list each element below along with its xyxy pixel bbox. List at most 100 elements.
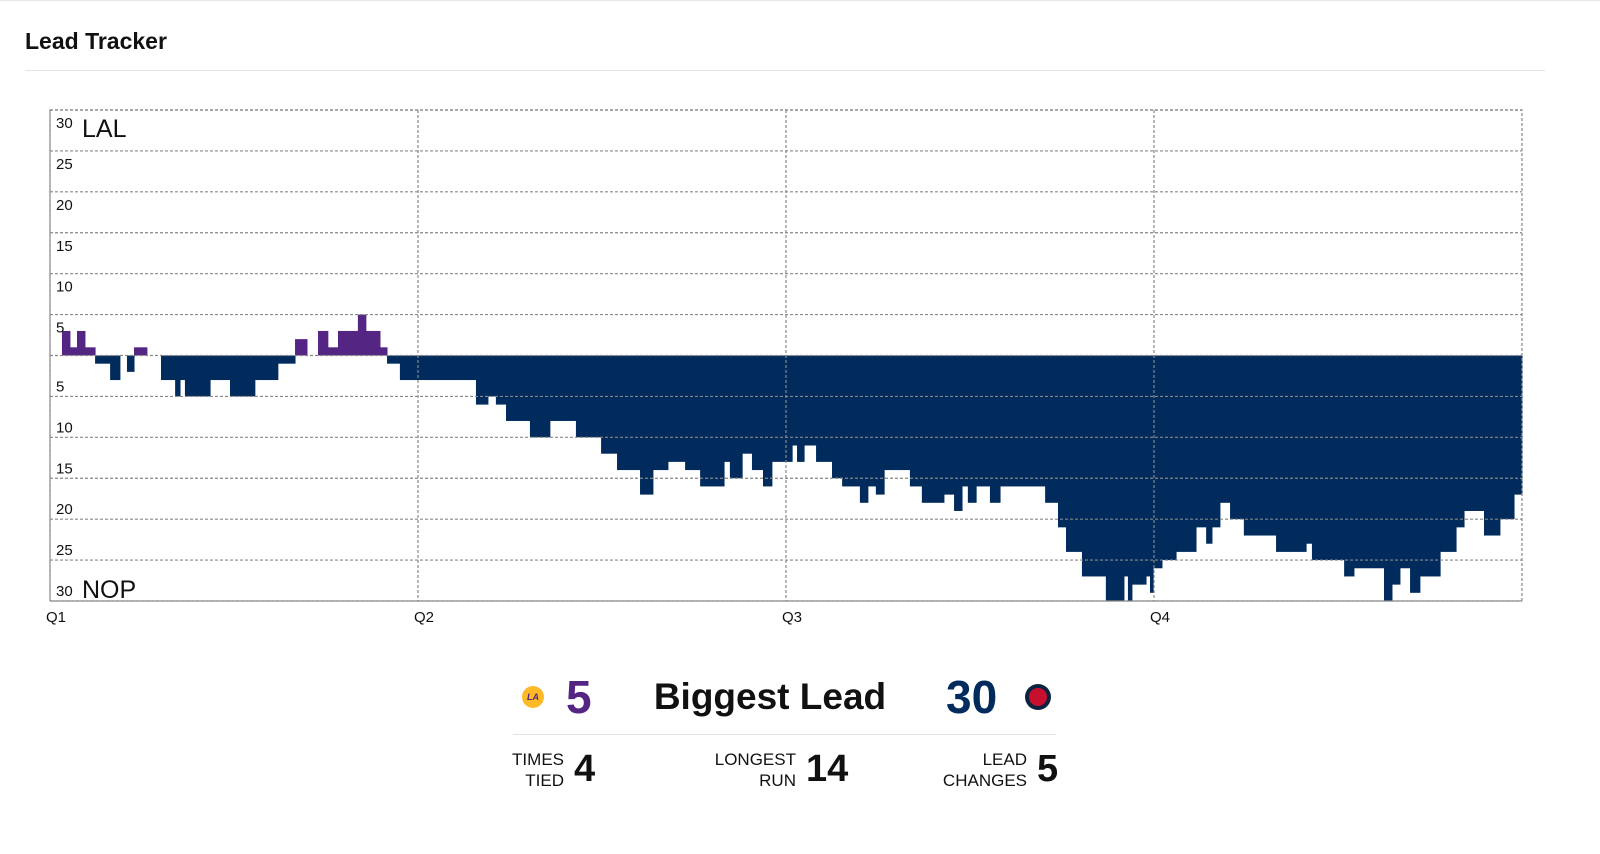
y-tick-label: 15 (56, 460, 73, 477)
lead-bar (1384, 355, 1393, 601)
lead-bar (742, 355, 753, 454)
lead-bar (962, 355, 969, 487)
separator (25, 70, 1545, 71)
stat: LEAD CHANGES 5 (935, 748, 1058, 791)
lead-bar (875, 355, 885, 495)
lead-bar (175, 355, 181, 397)
lead-bar (1276, 355, 1307, 552)
lead-bar (1146, 355, 1151, 577)
lead-bar (1211, 355, 1221, 528)
y-tick-label: 10 (56, 419, 73, 436)
stat: TIMES TIED 4 (508, 748, 595, 791)
lead-bar (943, 355, 955, 495)
lead-bar (763, 355, 773, 487)
lead-bar (867, 355, 877, 487)
lead-bar (327, 347, 339, 356)
x-tick-label: Q2 (414, 609, 434, 626)
lead-bar (804, 355, 817, 446)
lead-bar (318, 330, 329, 356)
chart: 30 25 20 15 10 5 5 10 15 20 25 30 Q1 Q2 Q3 Q4 LAL NOP (46, 109, 1523, 626)
lead-bar (1131, 355, 1147, 585)
lead-bar (76, 330, 86, 356)
lead-bar (1464, 355, 1485, 511)
y-tick-label: 15 (56, 238, 73, 255)
lead-bar (277, 355, 296, 364)
lead-bar (1391, 355, 1401, 585)
lead-bar (1153, 355, 1163, 569)
stat-value: 4 (574, 748, 596, 790)
lead-bar (1065, 355, 1083, 552)
lead-bar (475, 355, 489, 405)
lead-bar (976, 355, 991, 487)
stat-label: LEAD CHANGES (942, 749, 1027, 790)
lead-bar (180, 355, 186, 381)
lal-logo: LA (522, 686, 544, 708)
lead-bar (295, 339, 308, 356)
x-tick-label: Q1 (46, 609, 66, 626)
stat-label: LONGEST RUN (714, 749, 796, 790)
y-tick-label: 5 (56, 378, 64, 395)
lead-bar (1161, 355, 1177, 561)
lead-bar (640, 355, 654, 495)
lead-bar (1353, 355, 1385, 569)
y-tick-label: 25 (56, 156, 73, 173)
lal-biggest-lead: 5 (566, 671, 592, 723)
stat-value: 5 (1037, 748, 1059, 790)
lead-bar (379, 347, 388, 356)
lead-bar (1344, 355, 1355, 577)
lead-bar (859, 355, 869, 503)
summary-title: Biggest Lead (653, 676, 887, 717)
lead-bar (729, 355, 743, 479)
x-tick-label: Q4 (1150, 609, 1170, 626)
bottom-team-label: NOP (82, 576, 136, 604)
lead-bar (161, 355, 176, 381)
lead-bar (61, 330, 71, 356)
lead-bar (792, 355, 798, 446)
nop-logo (1025, 684, 1051, 710)
lead-bar (134, 347, 148, 356)
title: Lead Tracker (25, 28, 167, 54)
lead-bar (230, 355, 256, 397)
lead-bar (1440, 355, 1457, 552)
lead-bar (365, 330, 381, 356)
lead-bar (1483, 355, 1501, 536)
lead-bar (700, 355, 725, 487)
lead-bar (1150, 355, 1154, 593)
lead-bar (487, 355, 497, 397)
lead-bar (909, 355, 923, 487)
lead-bar (1514, 355, 1523, 495)
lead-bar (399, 355, 477, 381)
y-tick-label: 25 (56, 542, 73, 559)
lead-bar (495, 355, 507, 405)
lead-bar (685, 355, 701, 471)
lead-bar (989, 355, 1001, 503)
lead-bar (1306, 355, 1313, 544)
lead-bar (816, 355, 833, 462)
lead-bar (1045, 355, 1059, 503)
lead-bar (617, 355, 641, 471)
lead-bar (1219, 355, 1231, 503)
lead-bar (884, 355, 911, 471)
lead-bar (1419, 355, 1441, 577)
lead-bar (667, 355, 686, 462)
lead-bar (724, 355, 731, 462)
y-tick-label: 10 (56, 279, 73, 296)
lead-bar (1243, 355, 1277, 536)
lead-bar (110, 355, 121, 381)
lead-bar (1311, 355, 1345, 561)
summary-separator (513, 734, 1056, 735)
lead-bar (1399, 355, 1411, 569)
lead-bar (1206, 355, 1213, 544)
lead-bar (210, 355, 231, 381)
lead-bar (954, 355, 963, 511)
lead-bar (1123, 355, 1129, 577)
lead-bar (771, 355, 793, 462)
lead-bar (1081, 355, 1107, 577)
lead-bar (387, 355, 401, 364)
lead-bar (842, 355, 861, 487)
x-tick-label: Q3 (782, 609, 802, 626)
lead-bar (601, 355, 618, 454)
lead-bar (921, 355, 945, 503)
lead-bar (832, 355, 843, 479)
